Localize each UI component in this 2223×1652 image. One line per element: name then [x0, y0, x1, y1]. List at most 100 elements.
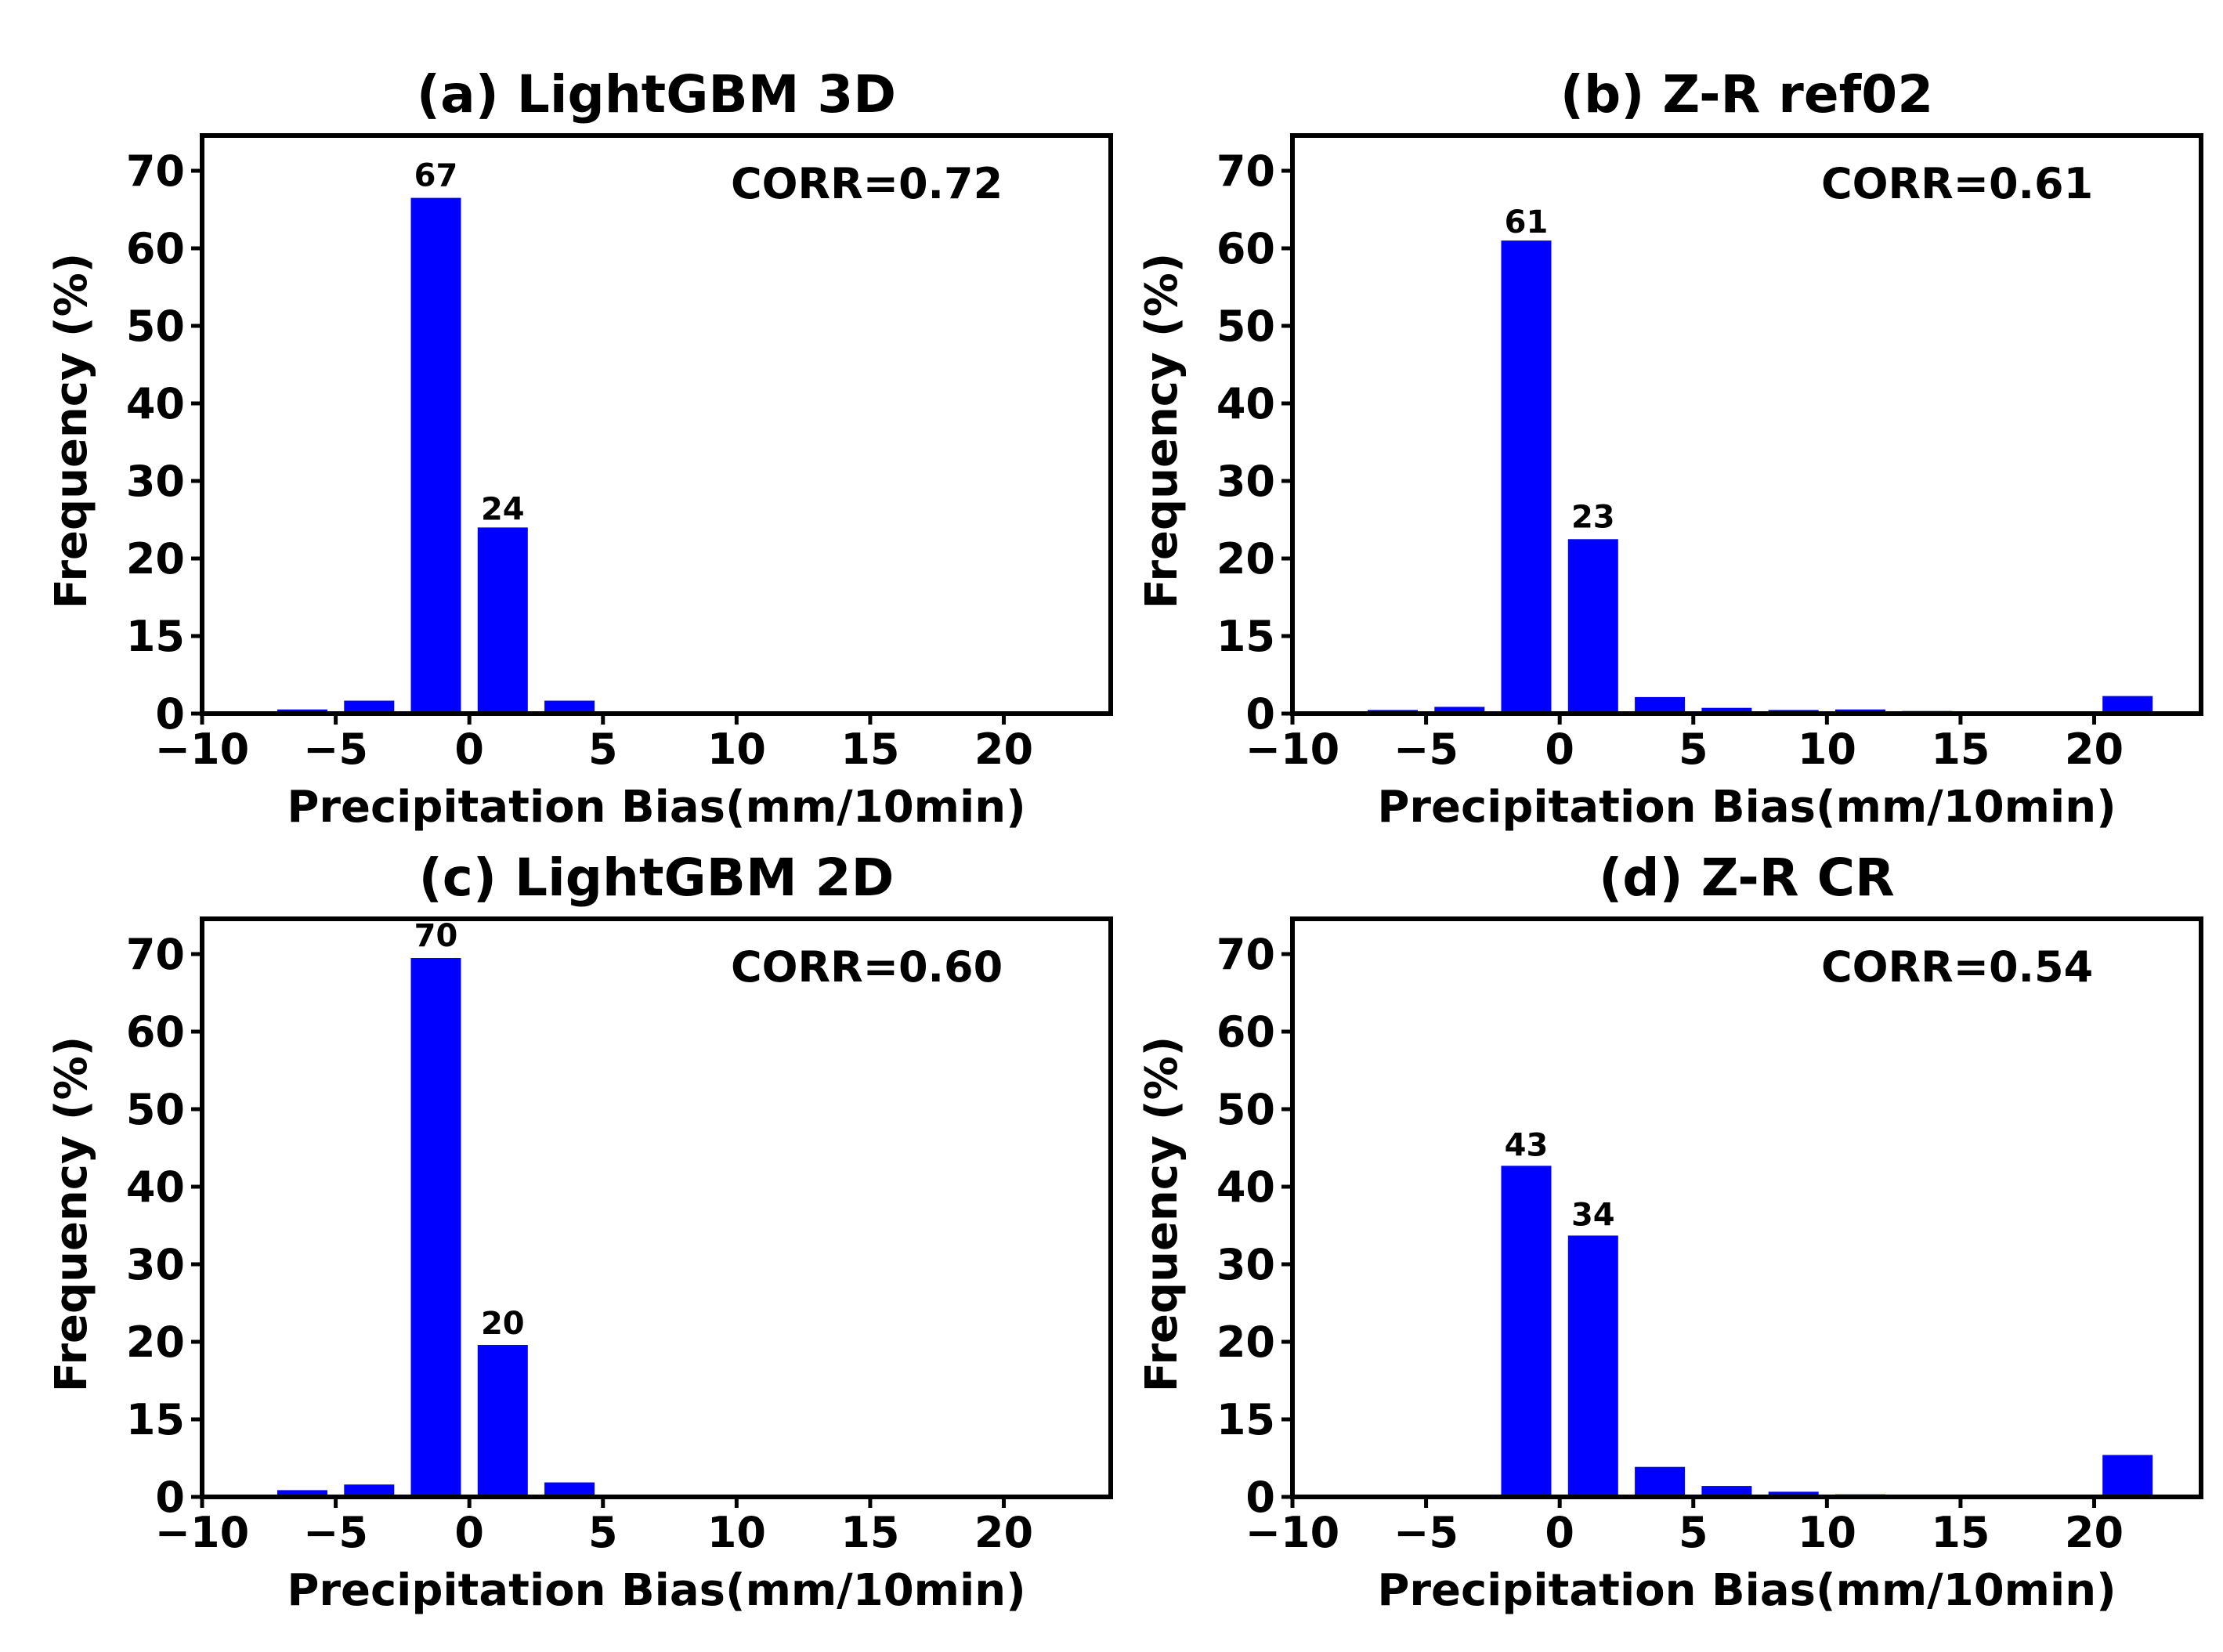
y-tick-label: 60	[126, 224, 185, 273]
y-axis-label: Frequency (%)	[46, 1036, 97, 1393]
x-tick-label: −5	[303, 1508, 368, 1557]
y-tick-label: 60	[126, 1007, 185, 1057]
bar-value-label: 24	[481, 491, 525, 527]
y-tick-label: 0	[155, 689, 185, 739]
y-tick-label: 40	[1216, 1162, 1275, 1212]
y-tick-label: 40	[126, 379, 185, 428]
y-tick-label: 15	[126, 612, 185, 661]
x-axis-label: Precipitation Bias(mm/10min)	[1377, 782, 2116, 833]
x-tick-label: −10	[1245, 725, 1339, 774]
x-tick-label: 0	[454, 725, 484, 774]
plot-frame	[200, 133, 1113, 716]
y-tick-label: 40	[1216, 379, 1275, 428]
bar	[544, 1482, 595, 1497]
bar	[1635, 696, 1686, 714]
bar	[544, 700, 595, 714]
y-tick-label: 30	[126, 1240, 185, 1289]
chart-title: (d) Z-R CR	[1599, 848, 1895, 908]
bar	[410, 958, 461, 1497]
y-tick-label: 50	[126, 1085, 185, 1134]
chart-title: (a) LightGBM 3D	[417, 64, 896, 125]
y-tick-label: 0	[155, 1473, 185, 1522]
y-axis-label: Frequency (%)	[1137, 1036, 1187, 1393]
y-tick-label: 20	[1216, 1318, 1275, 1367]
x-tick-label: 15	[1931, 725, 1990, 774]
x-tick-label: −10	[155, 725, 249, 774]
bar	[1567, 1235, 1618, 1497]
x-tick-label: 0	[454, 1508, 484, 1557]
bar	[1701, 707, 1752, 714]
plot-frame	[1290, 916, 2203, 1499]
y-tick-label: 30	[1216, 457, 1275, 506]
corr-annotation: CORR=0.61	[1821, 159, 2093, 208]
x-tick-label: 15	[840, 1508, 899, 1557]
y-axis-label: Frequency (%)	[1137, 253, 1187, 609]
bar-value-label: 20	[481, 1306, 525, 1342]
x-tick-label: 10	[707, 725, 766, 774]
bar	[477, 527, 528, 714]
bar	[2102, 1455, 2153, 1497]
x-tick-label: −5	[1393, 1508, 1459, 1557]
bar-value-label: 70	[414, 918, 458, 954]
bar	[1567, 539, 1618, 714]
y-tick-label: 60	[1216, 1007, 1275, 1057]
x-tick-label: 20	[2065, 1508, 2124, 1557]
bar	[1635, 1466, 1686, 1497]
y-tick-label: 30	[1216, 1240, 1275, 1289]
y-axis-label: Frequency (%)	[46, 253, 97, 609]
y-tick-label: 70	[126, 146, 185, 196]
plot-frame	[1290, 133, 2203, 716]
plot-frame	[200, 916, 1113, 1499]
y-tick-label: 15	[1216, 612, 1275, 661]
corr-annotation: CORR=0.60	[731, 942, 1003, 992]
chart-panel-d: 43 34 −10 −5 0 5 10 15 20 0 15 20 30 40 50 60 70 (d) Z-R …	[1137, 848, 2203, 1616]
x-tick-label: 10	[707, 1508, 766, 1557]
x-tick-label: −10	[155, 1508, 249, 1557]
chart-title: (b) Z-R ref02	[1560, 64, 1933, 125]
y-tick-label: 50	[1216, 1085, 1275, 1134]
chart-panel-b: 61 23 −10 −5 0 5 10 15 20 0 15 20 30 40 50 60 70 (b) Z-R …	[1137, 64, 2203, 833]
y-tick-label: 70	[1216, 930, 1275, 979]
chart-title: (c) LightGBM 2D	[419, 848, 895, 908]
x-tick-label: 15	[840, 725, 899, 774]
x-tick-label: −5	[303, 725, 368, 774]
y-tick-label: 70	[1216, 146, 1275, 196]
x-tick-label: 0	[1545, 725, 1574, 774]
y-tick-label: 20	[1216, 534, 1275, 584]
bar	[1501, 240, 1552, 714]
bar-value-label: 23	[1571, 499, 1615, 535]
x-tick-label: 5	[1679, 1508, 1708, 1557]
bar	[410, 197, 461, 714]
chart-panel-c: 70 20 −10 −5 0 5 10 15 20 0 15 20 30 40 50 60 70 (c) Ligh…	[46, 848, 1113, 1616]
x-tick-label: 5	[588, 1508, 618, 1557]
y-tick-label: 50	[126, 302, 185, 351]
x-tick-label: −5	[1393, 725, 1459, 774]
y-tick-label: 20	[126, 534, 185, 584]
bar-value-label: 61	[1505, 204, 1549, 240]
x-tick-label: 15	[1931, 1508, 1990, 1557]
corr-annotation: CORR=0.54	[1821, 942, 2093, 992]
bar-value-label: 67	[414, 158, 458, 194]
bar	[277, 1490, 327, 1497]
x-tick-label: 20	[2065, 725, 2124, 774]
corr-annotation: CORR=0.72	[731, 159, 1003, 208]
bar-value-label: 34	[1571, 1197, 1615, 1233]
x-tick-label: 10	[1798, 1508, 1856, 1557]
y-tick-label: 0	[1245, 689, 1275, 739]
x-tick-label: 20	[974, 725, 1033, 774]
x-tick-label: 5	[1679, 725, 1708, 774]
bar	[344, 700, 395, 714]
x-tick-label: −10	[1245, 1508, 1339, 1557]
x-tick-label: 0	[1545, 1508, 1574, 1557]
x-tick-label: 5	[588, 725, 618, 774]
y-tick-label: 60	[1216, 224, 1275, 273]
y-tick-label: 0	[1245, 1473, 1275, 1522]
bar	[344, 1484, 395, 1497]
y-tick-label: 15	[1216, 1395, 1275, 1444]
y-tick-label: 20	[126, 1318, 185, 1367]
bar-value-label: 43	[1505, 1127, 1549, 1163]
bar	[2102, 696, 2153, 714]
bar	[1768, 1491, 1819, 1497]
x-axis-label: Precipitation Bias(mm/10min)	[1377, 1565, 2116, 1616]
